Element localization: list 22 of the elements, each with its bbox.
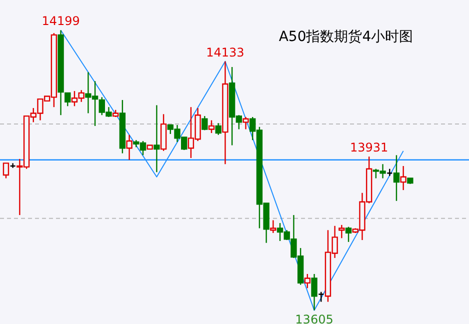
candlestick <box>318 291 324 302</box>
candlestick <box>338 224 345 239</box>
candlestick <box>345 226 352 243</box>
candlestick <box>393 154 400 202</box>
candlestick <box>64 92 71 107</box>
candlestick <box>2 162 10 179</box>
candlestick <box>126 134 132 160</box>
chart-title: A50指数期货4小时图 <box>278 29 414 45</box>
candlestick <box>208 120 215 134</box>
annotation: 13931 <box>350 140 388 155</box>
candlestick <box>400 165 406 191</box>
candlestick <box>311 273 318 311</box>
candlestick <box>270 220 276 234</box>
candlestick <box>242 116 249 130</box>
annotation: 14199 <box>42 14 80 28</box>
annotation: 13605 <box>295 312 334 324</box>
annotation: 14133 <box>206 45 244 60</box>
candlestick <box>215 122 222 136</box>
candlestick <box>154 104 160 173</box>
candlestick <box>202 115 208 131</box>
candlestick <box>304 273 311 289</box>
candlestick <box>10 162 16 169</box>
